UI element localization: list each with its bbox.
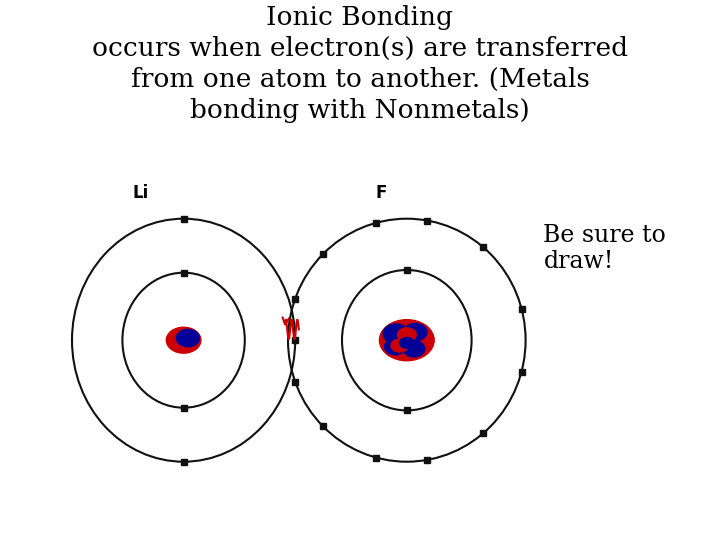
- Text: Ionic Bonding
occurs when electron(s) are transferred
from one atom to another. : Ionic Bonding occurs when electron(s) ar…: [92, 5, 628, 124]
- Circle shape: [379, 320, 434, 361]
- Circle shape: [404, 323, 427, 341]
- Circle shape: [176, 329, 199, 347]
- Circle shape: [400, 338, 414, 348]
- Text: F: F: [376, 185, 387, 202]
- Circle shape: [397, 328, 416, 342]
- Circle shape: [384, 339, 406, 355]
- Circle shape: [403, 341, 425, 357]
- Circle shape: [166, 327, 201, 353]
- Text: Be sure to
draw!: Be sure to draw!: [544, 224, 666, 273]
- Circle shape: [383, 324, 409, 343]
- Circle shape: [391, 339, 408, 352]
- Text: Li: Li: [132, 185, 148, 202]
